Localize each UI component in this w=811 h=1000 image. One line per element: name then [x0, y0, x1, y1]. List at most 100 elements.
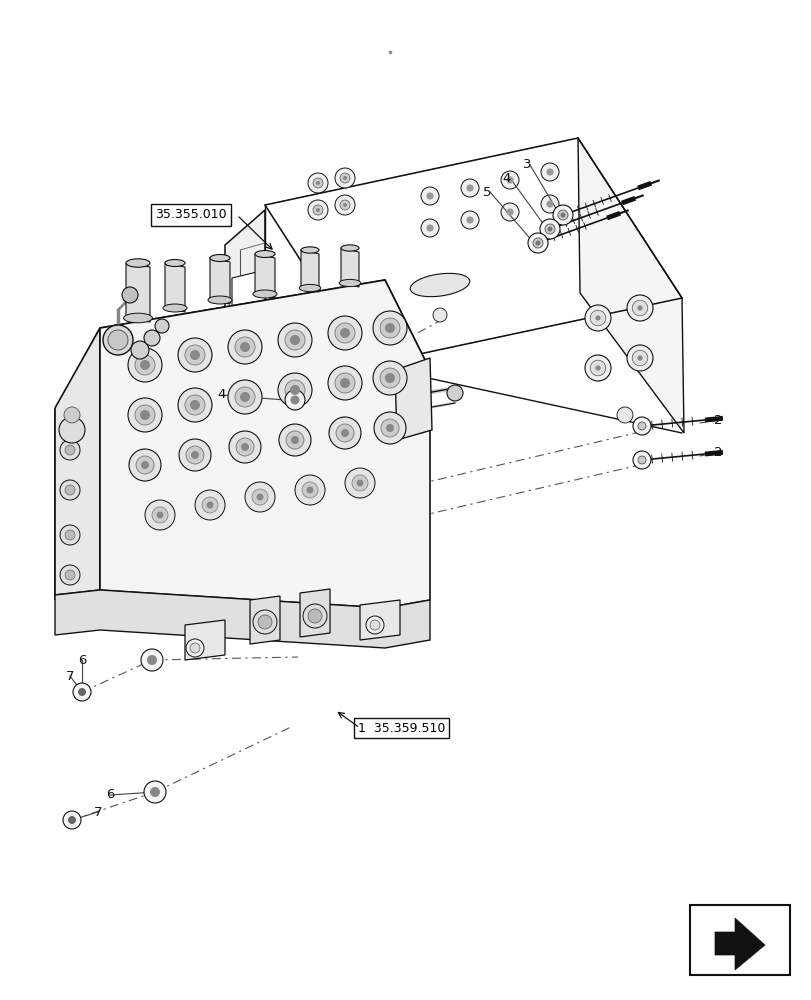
Ellipse shape — [335, 168, 354, 188]
Ellipse shape — [616, 407, 633, 423]
Ellipse shape — [128, 398, 162, 432]
Ellipse shape — [190, 643, 200, 653]
Ellipse shape — [547, 227, 551, 232]
Ellipse shape — [123, 313, 152, 323]
Ellipse shape — [229, 431, 260, 463]
Ellipse shape — [594, 315, 600, 321]
Ellipse shape — [446, 385, 462, 401]
Ellipse shape — [552, 205, 573, 225]
Ellipse shape — [178, 388, 212, 422]
Ellipse shape — [60, 480, 80, 500]
Ellipse shape — [426, 224, 433, 232]
Text: 1  35.359.510: 1 35.359.510 — [358, 722, 444, 734]
Ellipse shape — [534, 240, 540, 245]
Ellipse shape — [126, 259, 150, 267]
Ellipse shape — [240, 392, 250, 402]
Ellipse shape — [328, 316, 362, 350]
Ellipse shape — [557, 210, 568, 220]
Ellipse shape — [341, 429, 349, 437]
Polygon shape — [55, 328, 100, 600]
Ellipse shape — [208, 296, 232, 304]
Ellipse shape — [351, 475, 367, 491]
Ellipse shape — [342, 176, 346, 180]
Ellipse shape — [186, 639, 204, 657]
Ellipse shape — [279, 424, 311, 456]
Ellipse shape — [301, 247, 319, 253]
Ellipse shape — [294, 475, 324, 505]
Ellipse shape — [420, 187, 439, 205]
Ellipse shape — [356, 480, 363, 487]
Ellipse shape — [290, 335, 299, 345]
Polygon shape — [210, 258, 230, 304]
Ellipse shape — [144, 781, 165, 803]
Ellipse shape — [366, 616, 384, 634]
Polygon shape — [255, 254, 275, 298]
Ellipse shape — [60, 565, 80, 585]
Ellipse shape — [632, 300, 647, 316]
Ellipse shape — [544, 224, 554, 234]
Ellipse shape — [59, 417, 85, 443]
Ellipse shape — [633, 451, 650, 469]
Ellipse shape — [234, 337, 255, 357]
Polygon shape — [100, 280, 430, 608]
Ellipse shape — [190, 350, 200, 360]
Ellipse shape — [500, 203, 518, 221]
Ellipse shape — [339, 279, 360, 287]
Ellipse shape — [206, 502, 213, 508]
Ellipse shape — [139, 410, 150, 420]
Ellipse shape — [307, 200, 328, 220]
Ellipse shape — [466, 216, 473, 224]
Ellipse shape — [178, 338, 212, 372]
Polygon shape — [250, 596, 280, 644]
Polygon shape — [301, 250, 319, 292]
Ellipse shape — [108, 330, 128, 350]
Ellipse shape — [65, 445, 75, 455]
Ellipse shape — [335, 323, 354, 343]
Ellipse shape — [527, 233, 547, 253]
Ellipse shape — [144, 330, 160, 346]
Polygon shape — [55, 590, 430, 648]
Ellipse shape — [546, 200, 553, 208]
Ellipse shape — [506, 176, 513, 184]
Ellipse shape — [633, 417, 650, 435]
Ellipse shape — [73, 683, 91, 701]
Ellipse shape — [186, 446, 204, 464]
Ellipse shape — [145, 500, 175, 530]
Ellipse shape — [195, 490, 225, 520]
Text: 5: 5 — [483, 186, 491, 198]
Ellipse shape — [594, 365, 600, 371]
Polygon shape — [126, 263, 150, 322]
Ellipse shape — [328, 417, 361, 449]
Ellipse shape — [546, 168, 553, 176]
Ellipse shape — [147, 655, 157, 665]
Ellipse shape — [590, 310, 605, 326]
Ellipse shape — [340, 173, 350, 183]
Text: 7: 7 — [66, 670, 74, 682]
Ellipse shape — [335, 195, 354, 215]
Text: 7: 7 — [93, 806, 102, 818]
Ellipse shape — [285, 390, 305, 410]
Ellipse shape — [78, 688, 86, 696]
Ellipse shape — [461, 211, 478, 229]
Ellipse shape — [590, 360, 605, 376]
Ellipse shape — [139, 360, 150, 370]
Ellipse shape — [307, 609, 322, 623]
Text: 2: 2 — [713, 414, 721, 426]
Ellipse shape — [241, 443, 249, 451]
Ellipse shape — [584, 305, 610, 331]
Text: 2: 2 — [713, 446, 721, 458]
Ellipse shape — [131, 341, 148, 359]
Ellipse shape — [65, 530, 75, 540]
Ellipse shape — [500, 171, 518, 189]
Ellipse shape — [560, 213, 564, 218]
Ellipse shape — [240, 342, 250, 352]
Ellipse shape — [103, 325, 133, 355]
Ellipse shape — [65, 570, 75, 580]
Ellipse shape — [370, 620, 380, 630]
Ellipse shape — [539, 219, 560, 239]
Ellipse shape — [426, 192, 433, 200]
Polygon shape — [185, 620, 225, 660]
Text: 4: 4 — [502, 172, 511, 184]
Ellipse shape — [228, 330, 262, 364]
Ellipse shape — [532, 238, 543, 248]
